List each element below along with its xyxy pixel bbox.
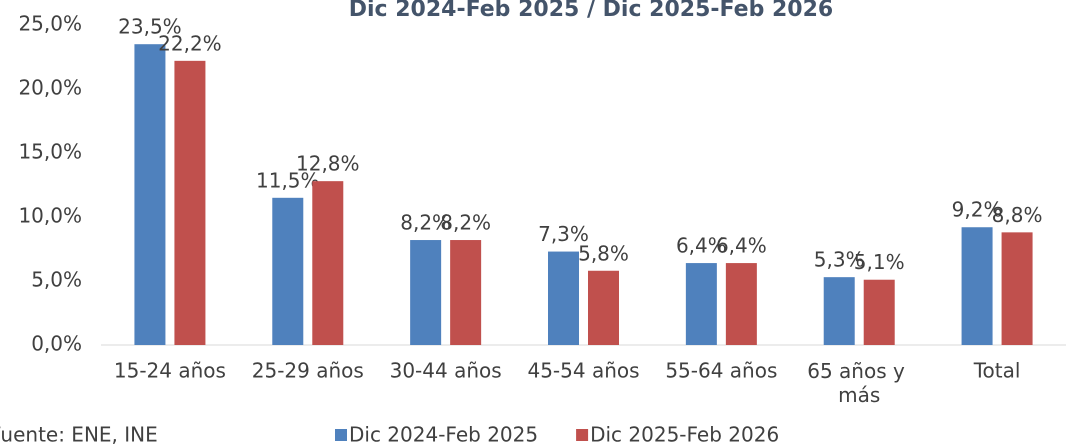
data-label: 7,3% [538, 222, 589, 246]
x-tick-label: 25-29 años [252, 359, 364, 383]
y-tick-label: 20,0% [18, 76, 82, 100]
data-label: 8,2% [440, 211, 491, 235]
x-tick-label: 45-54 años [527, 359, 639, 383]
y-tick-label: 15,0% [18, 140, 82, 164]
legend-label: Dic 2025-Feb 2026 [590, 423, 779, 444]
data-label: 23,5% [118, 15, 182, 39]
bar [272, 197, 304, 345]
x-tick-label: 65 años y más [807, 359, 911, 407]
source-note: Fuente: ENE, INE [0, 423, 158, 444]
y-tick-label: 10,0% [18, 204, 82, 228]
data-label: 8,8% [992, 203, 1043, 227]
data-label: 5,3% [814, 248, 865, 272]
data-label: 6,4% [676, 234, 727, 258]
bar [588, 270, 619, 345]
y-tick-label: 5,0% [31, 268, 82, 292]
legend-swatch [576, 429, 589, 441]
bar [863, 279, 895, 345]
bar [450, 240, 482, 345]
bar [823, 277, 855, 345]
bar [725, 263, 757, 345]
data-label: 22,2% [158, 31, 222, 55]
x-tick-label: 30-44 años [390, 359, 502, 383]
x-tick-label: 15-24 años [114, 359, 226, 383]
bar [685, 263, 717, 345]
data-label: 11,5% [256, 168, 320, 192]
legend-label: Dic 2024-Feb 2025 [349, 423, 538, 444]
y-tick-label: 0,0% [31, 332, 82, 356]
x-tick-label: Total [973, 359, 1021, 383]
data-label: 12,8% [296, 152, 360, 176]
bar [410, 240, 442, 345]
data-label: 5,1% [854, 250, 905, 274]
data-label: 5,8% [578, 241, 629, 265]
bar [1001, 232, 1033, 345]
y-tick-label: 25,0% [18, 12, 82, 36]
data-label: 6,4% [716, 234, 767, 258]
bar [548, 251, 579, 345]
bar [312, 181, 344, 345]
bar [174, 60, 206, 346]
chart-title: Dic 2024-Feb 2025 / Dic 2025-Feb 2026 [349, 0, 833, 22]
bar [134, 44, 166, 345]
bar [961, 227, 993, 345]
x-tick-label: 55-64 años [665, 359, 777, 383]
legend-swatch [335, 429, 347, 441]
data-label: 9,2% [952, 198, 1003, 222]
data-label: 8,2% [400, 211, 451, 235]
